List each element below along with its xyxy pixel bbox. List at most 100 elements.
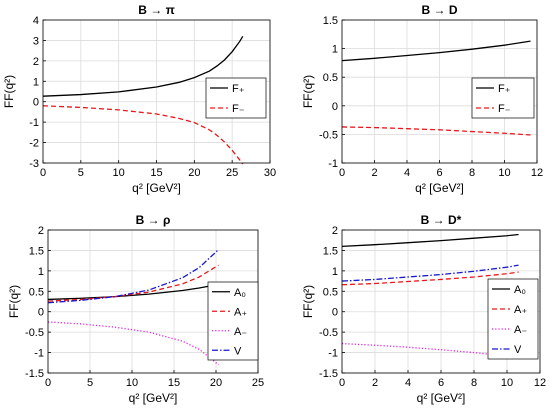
y-tick-label: -1	[29, 117, 39, 129]
x-tick-label: 5	[78, 167, 84, 179]
chart-panel-2: 0 2 4 6 8 10 12 -1 -0.5 0 0.5 1 1.5 B → D q² [GeV²] FF(…	[301, 3, 543, 195]
x-tick-label: 20	[210, 377, 222, 389]
legend-label: A₊	[514, 304, 527, 316]
y-tick-label: 0.5	[323, 286, 338, 298]
legend-label: V	[234, 345, 242, 357]
y-tick-label: 0	[332, 307, 338, 319]
series-line-2	[341, 126, 531, 136]
y-tick-label: -1	[328, 158, 338, 170]
y-tick-label: 2	[38, 225, 44, 237]
x-tick-label: 2	[372, 377, 378, 389]
y-tick-label: -1.5	[25, 368, 44, 380]
legend: A₀ A₊ A₋ V	[207, 281, 259, 361]
series-line-3	[341, 342, 519, 359]
y-tick-label: 0	[33, 97, 39, 109]
series-line-4	[341, 264, 519, 282]
legend-label: A₀	[514, 284, 526, 296]
chart-panel-4: 0 2 4 6 8 10 12 -1.5 -1 -0.5 0 0.5 1 1.5 2 B → D* q² [Ge…	[301, 213, 546, 405]
x-tick-label: 6	[438, 377, 444, 389]
x-tick-label: 2	[371, 167, 377, 179]
y-tick-label: -0.5	[319, 327, 338, 339]
legend-box	[487, 278, 539, 360]
chart-panel-1: 0 5 10 15 20 25 30 -3 -2 -1 0 1 2 3 4 B → π q² [GeV²] FF(…	[2, 3, 276, 195]
legend-label: F₋	[232, 103, 245, 115]
y-tick-label: -1	[328, 348, 338, 360]
y-tick-label: 1	[332, 44, 338, 56]
y-tick-label: 0	[38, 307, 44, 319]
y-tick-label: 1	[33, 76, 39, 88]
y-tick-label: 0.5	[323, 72, 338, 84]
x-tick-label: 25	[226, 167, 238, 179]
x-tick-label: 10	[113, 167, 125, 179]
x-tick-label: 30	[264, 167, 276, 179]
x-tick-label: 6	[436, 167, 442, 179]
chart-title: B → D	[422, 3, 458, 17]
x-axis-label: q² [GeV²]	[417, 391, 466, 405]
x-tick-label: 0	[339, 377, 345, 389]
y-tick-label: 1.5	[323, 15, 338, 27]
y-tick-label: -0.5	[319, 129, 338, 141]
legend: A₀ A₊ A₋ V	[487, 278, 539, 360]
y-tick-label: -3	[29, 158, 39, 170]
y-tick-label: -1.5	[319, 368, 338, 380]
x-tick-label: 15	[168, 377, 180, 389]
x-tick-label: 4	[404, 167, 410, 179]
y-tick-label: 2	[332, 225, 338, 237]
chart-title: B → ρ	[136, 213, 171, 227]
legend-label: A₋	[514, 324, 527, 336]
y-tick-label: 1	[332, 266, 338, 278]
x-tick-label: 0	[45, 377, 51, 389]
x-tick-label: 20	[188, 167, 200, 179]
y-tick-label: 1.5	[29, 245, 44, 257]
series-line-1	[341, 40, 531, 62]
legend: F₊ F₋	[205, 77, 267, 119]
chart-title: B → D*	[421, 213, 462, 227]
y-tick-label: 1	[38, 266, 44, 278]
legend-box	[471, 77, 535, 119]
x-axis-label: q² [GeV²]	[132, 181, 181, 195]
x-tick-label: 0	[40, 167, 46, 179]
x-tick-label: 4	[405, 377, 411, 389]
legend-box	[205, 77, 267, 119]
y-axis-label: FF(q²)	[7, 285, 21, 318]
legend-label: A₀	[234, 287, 246, 299]
legend-label: F₋	[498, 103, 511, 115]
chart-panel-3: 0 5 10 15 20 25 -1.5 -1 -0.5 0 0.5 1 1.5 2 B → ρ q² [Ge…	[7, 213, 264, 405]
y-tick-label: -1	[34, 348, 44, 360]
y-tick-label: 1.5	[323, 245, 338, 257]
series-line-3	[47, 321, 219, 366]
x-axis-label: q² [GeV²]	[415, 181, 464, 195]
chart-title: B → π	[138, 3, 175, 17]
x-tick-label: 8	[469, 167, 475, 179]
x-tick-label: 12	[531, 167, 543, 179]
legend: F₊ F₋	[471, 77, 535, 119]
y-tick-label: 3	[33, 35, 39, 47]
x-tick-label: 10	[501, 377, 513, 389]
legend-label: V	[514, 344, 522, 356]
y-axis-label: FF(q²)	[301, 285, 315, 318]
x-tick-label: 8	[471, 377, 477, 389]
x-tick-label: 12	[534, 377, 546, 389]
series-line-1	[47, 283, 219, 301]
y-tick-label: -0.5	[25, 327, 44, 339]
y-axis-label: FF(q²)	[2, 75, 16, 108]
x-tick-label: 5	[87, 377, 93, 389]
x-tick-label: 15	[150, 167, 162, 179]
legend-label: A₋	[234, 326, 247, 338]
legend-label: F₊	[232, 83, 245, 95]
y-tick-label: 0.5	[29, 286, 44, 298]
series-line-1	[42, 36, 244, 97]
series-line-2	[42, 105, 244, 165]
y-tick-label: 0	[332, 101, 338, 113]
x-tick-label: 10	[498, 167, 510, 179]
series-line-1	[341, 233, 519, 247]
y-tick-label: 4	[33, 15, 39, 27]
x-tick-label: 10	[126, 377, 138, 389]
x-axis-label: q² [GeV²]	[129, 391, 178, 405]
series-line-2	[47, 264, 219, 302]
legend-label: F₊	[498, 83, 511, 95]
series-line-2	[341, 271, 519, 286]
legend-label: A₊	[234, 306, 247, 318]
legend-box	[207, 281, 259, 361]
